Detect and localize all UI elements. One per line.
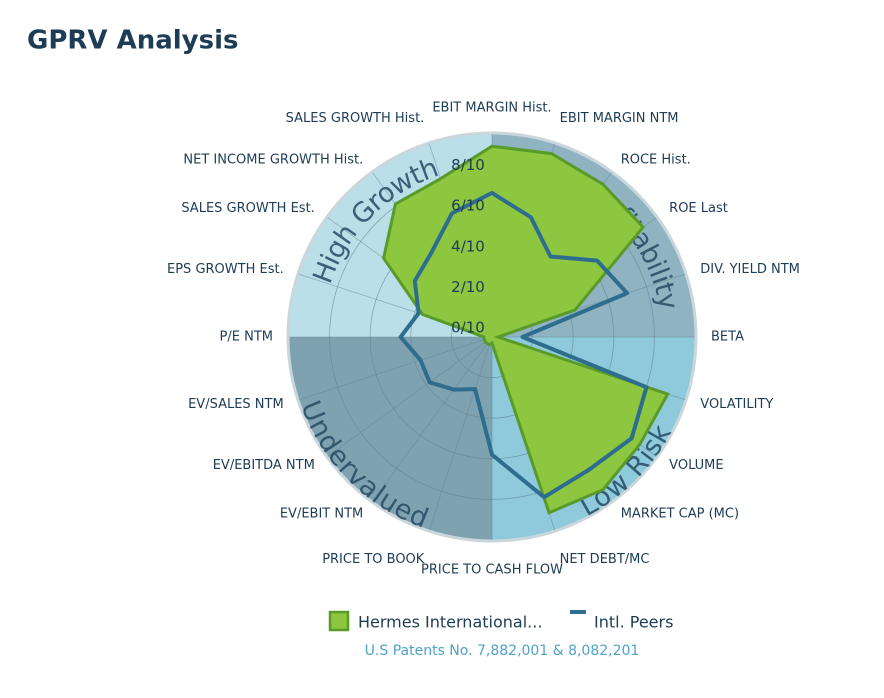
category-label: PRICE TO CASH FLOW [421, 563, 563, 578]
category-label: EV/EBIT NTM [280, 507, 363, 522]
category-label: EV/EBITDA NTM [213, 458, 315, 473]
category-label: EPS GROWTH Est. [167, 262, 284, 277]
category-label: VOLATILITY [700, 397, 773, 412]
category-label: SALES GROWTH Est. [181, 201, 315, 216]
category-label: ROCE Hist. [621, 152, 691, 167]
category-label: EBIT MARGIN Hist. [432, 101, 551, 116]
tick-label: 2/10 [451, 278, 485, 296]
page-title: GPRV Analysis [27, 26, 239, 56]
category-label: BETA [711, 330, 744, 345]
category-label: MARKET CAP (MC) [621, 507, 739, 522]
category-label: EV/SALES NTM [188, 397, 284, 412]
category-label: PRICE TO BOOK [322, 552, 425, 567]
category-label: SALES GROWTH Hist. [286, 111, 425, 126]
category-label: EBIT MARGIN NTM [560, 111, 679, 126]
tick-label: 6/10 [451, 197, 485, 215]
category-label: DIV. YIELD NTM [700, 262, 800, 277]
tick-label: 0/10 [451, 319, 485, 337]
category-label: NET DEBT/MC [560, 552, 650, 567]
legend-label: Hermes International... [358, 613, 542, 632]
footnote: U.S Patents No. 7,882,001 & 8,082,201 [365, 643, 640, 659]
category-label: P/E NTM [220, 330, 273, 345]
category-label: NET INCOME GROWTH Hist. [183, 152, 363, 167]
legend-swatch [330, 612, 348, 630]
category-label: ROE Last [669, 201, 728, 216]
legend-label: Intl. Peers [594, 613, 673, 632]
tick-label: 4/10 [451, 237, 485, 255]
category-label: VOLUME [669, 458, 723, 473]
tick-label: 8/10 [451, 156, 485, 174]
